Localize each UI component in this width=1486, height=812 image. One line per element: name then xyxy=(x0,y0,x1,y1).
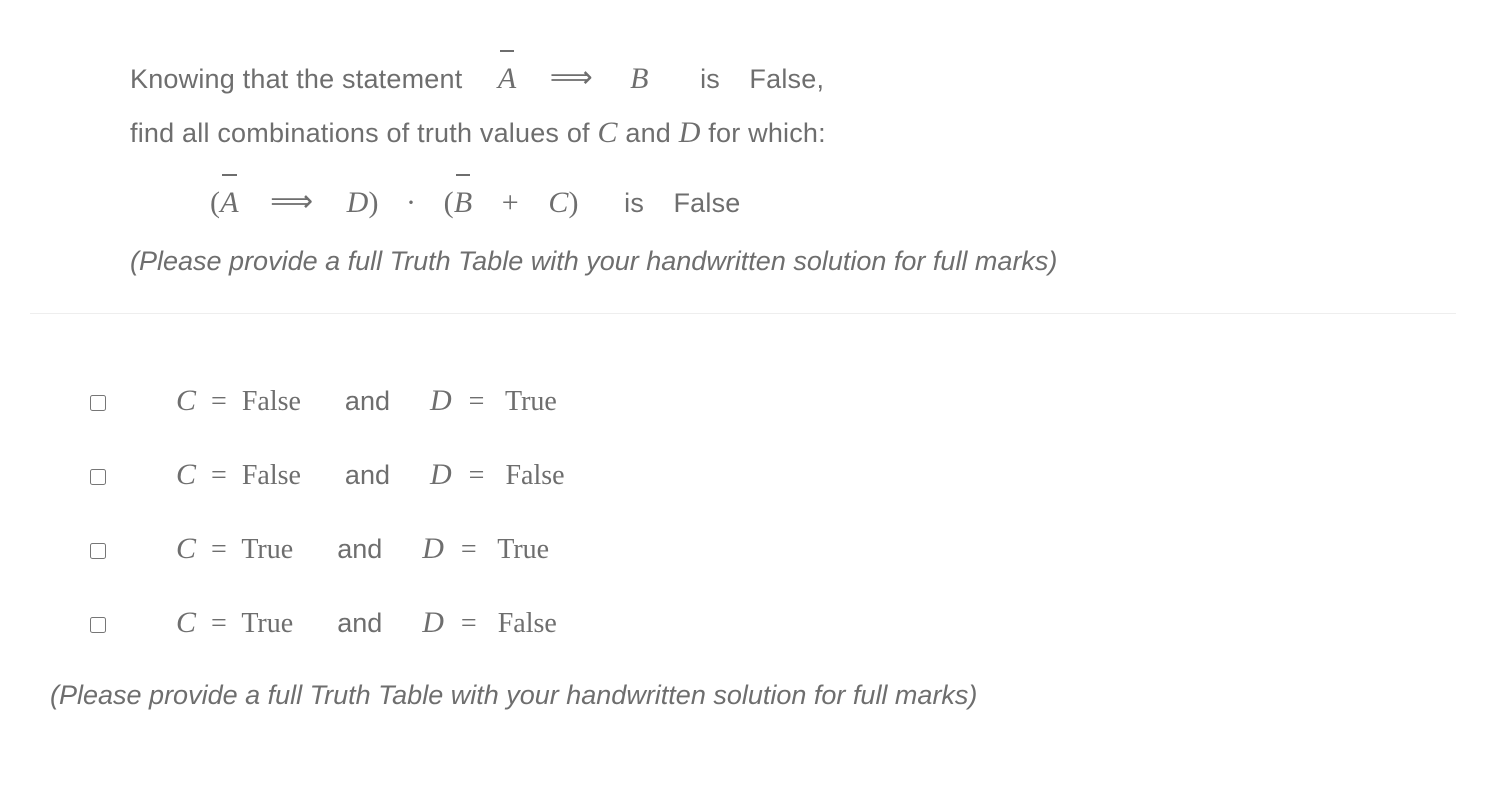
var-c: C xyxy=(597,116,617,149)
paren-close-2: ) xyxy=(569,186,579,219)
expr-b: B xyxy=(630,62,649,95)
option-row: C = True and D = True xyxy=(90,532,1456,566)
answer-options: C = False and D = True C = False and D xyxy=(30,384,1456,640)
text-line2: find all combinations of truth values of xyxy=(130,118,597,148)
dot-operator: · xyxy=(406,186,416,219)
text-is-2: is xyxy=(624,188,644,218)
expr-not-a: A xyxy=(498,50,517,106)
expr-c: C xyxy=(548,186,568,219)
var-d: D xyxy=(679,116,701,149)
text-and: and xyxy=(618,118,679,148)
text-tail: for which: xyxy=(701,118,826,148)
stem-line-2: find all combinations of truth values of… xyxy=(130,106,1396,160)
text-false-2: False xyxy=(673,188,740,218)
implies-symbol-2: ⟹ xyxy=(270,185,311,218)
stem-note: (Please provide a full Truth Table with … xyxy=(130,240,1396,283)
section-divider xyxy=(30,313,1456,314)
implies-symbol: ⟹ xyxy=(550,61,591,94)
plus-operator: + xyxy=(502,186,519,219)
text-pre: Knowing that the statement xyxy=(130,64,462,94)
stem-line-1: Knowing that the statement A ⟹ B is Fals… xyxy=(130,50,1396,106)
expr-not-a-2: A xyxy=(220,174,239,230)
text-is: is xyxy=(700,64,720,94)
option-label: C = False and D = True xyxy=(176,384,557,418)
option-checkbox[interactable] xyxy=(90,469,106,485)
option-checkbox[interactable] xyxy=(90,617,106,633)
expr-not-b: B xyxy=(454,174,473,230)
stem-expression: (A ⟹ D) · (B + C) is False xyxy=(130,174,1396,230)
option-checkbox[interactable] xyxy=(90,395,106,411)
expr-d: D xyxy=(347,186,369,219)
footer-note: (Please provide a full Truth Table with … xyxy=(30,680,1456,711)
paren-open: ( xyxy=(210,186,220,219)
option-row: C = False and D = False xyxy=(90,458,1456,492)
option-label: C = True and D = True xyxy=(176,532,549,566)
question-stem: Knowing that the statement A ⟹ B is Fals… xyxy=(30,50,1456,283)
option-checkbox[interactable] xyxy=(90,543,106,559)
option-row: C = True and D = False xyxy=(90,606,1456,640)
paren-open-2: ( xyxy=(444,186,454,219)
option-row: C = False and D = True xyxy=(90,384,1456,418)
option-label: C = True and D = False xyxy=(176,606,557,640)
paren-close: ) xyxy=(368,186,378,219)
option-label: C = False and D = False xyxy=(176,458,565,492)
text-false: False, xyxy=(749,64,824,94)
question-page: Knowing that the statement A ⟹ B is Fals… xyxy=(0,0,1486,751)
